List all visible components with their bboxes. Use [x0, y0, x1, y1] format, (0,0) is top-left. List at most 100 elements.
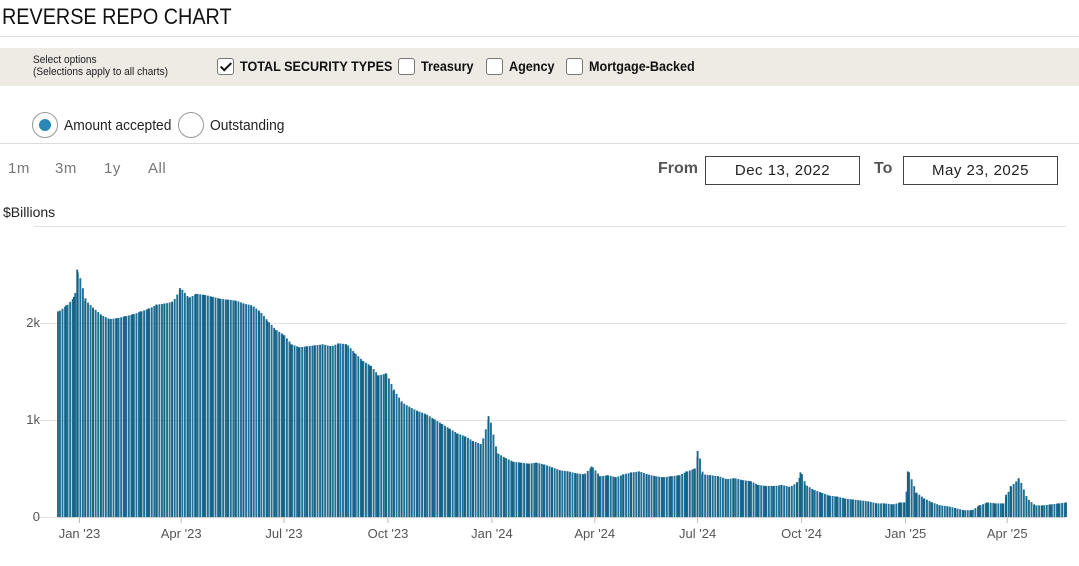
bar [150, 307, 153, 517]
bar [398, 397, 401, 517]
bar [518, 462, 520, 517]
bar-sample [550, 467, 553, 517]
bar [964, 510, 967, 517]
radio-outstanding[interactable]: Outstanding [178, 111, 291, 139]
bar-sample [479, 444, 482, 517]
bar-sample [622, 474, 624, 517]
page-title: REVERSE REPO CHART [2, 4, 232, 29]
from-date-input[interactable]: Dec 13, 2022 [705, 156, 860, 185]
bar [936, 504, 939, 517]
checkbox-empty-icon[interactable] [486, 57, 503, 75]
x-tick-label: Apr '25 [987, 526, 1028, 541]
bar [71, 299, 74, 517]
bar-sample [946, 506, 949, 517]
bar [196, 294, 199, 517]
bar-series[interactable] [57, 269, 1067, 517]
bar [831, 496, 834, 517]
to-date-input[interactable]: May 23, 2025 [903, 156, 1058, 185]
checkbox-mortgage-backed[interactable]: Mortgage-Backed [566, 55, 706, 77]
bar [808, 487, 811, 517]
bar-sample [1001, 503, 1004, 517]
bar [426, 414, 429, 517]
checkbox-checked-icon[interactable] [217, 57, 234, 75]
bar [168, 302, 171, 517]
bar-sample [424, 414, 427, 517]
bar [959, 509, 962, 517]
bar-sample [345, 344, 348, 517]
options-bar: Select options (Selections apply to all … [0, 48, 1079, 86]
bar-sample [131, 314, 134, 517]
bar [841, 497, 844, 517]
bar [428, 416, 431, 517]
bar-sample [898, 502, 901, 517]
bar [971, 509, 974, 517]
bar [671, 476, 673, 517]
checkbox-empty-icon[interactable] [398, 57, 415, 75]
bar [941, 505, 944, 517]
bar [153, 306, 156, 517]
bar [441, 424, 444, 517]
bar [617, 476, 620, 517]
bar-sample [408, 407, 411, 517]
bar [854, 499, 857, 517]
range-button-3m[interactable]: 3m [55, 160, 77, 177]
bar [872, 502, 875, 517]
checkbox-total-security-types[interactable]: TOTAL SECURITY TYPES [217, 55, 409, 77]
bar [370, 365, 372, 517]
bar-sample [891, 504, 893, 517]
radio-amount-accepted[interactable]: Amount accepted [32, 111, 181, 139]
bar [263, 316, 265, 517]
bar [138, 312, 140, 517]
bar [806, 485, 809, 517]
bar [166, 303, 168, 517]
bar [469, 439, 472, 517]
bar [790, 485, 793, 517]
bar [984, 503, 987, 517]
checkbox-agency[interactable]: Agency [486, 55, 560, 77]
bar [357, 356, 360, 517]
bar [444, 425, 446, 517]
bar-sample [202, 294, 205, 517]
range-button-1y[interactable]: 1y [104, 160, 121, 177]
bar [285, 338, 288, 517]
bar [206, 295, 209, 517]
checkbox-treasury[interactable]: Treasury [398, 55, 479, 77]
bar [275, 330, 278, 517]
checkbox-label: TOTAL SECURITY TYPES [240, 58, 393, 74]
bar [826, 494, 829, 517]
bar [438, 422, 441, 517]
bar-sample [780, 484, 783, 517]
bar [451, 430, 454, 517]
checkbox-empty-icon[interactable] [566, 57, 583, 75]
range-button-all[interactable]: All [148, 160, 167, 177]
bar [454, 431, 457, 517]
bar [813, 490, 816, 517]
bar-sample [187, 297, 189, 517]
bar-sample [986, 502, 988, 517]
bar-sample [416, 411, 419, 517]
bar [704, 474, 707, 517]
bar [722, 477, 724, 517]
bar [505, 458, 508, 517]
bar [122, 316, 125, 517]
bar [635, 471, 638, 517]
bar [467, 437, 469, 517]
bar [655, 476, 658, 517]
bar [461, 435, 464, 517]
bar [594, 470, 597, 517]
radio-selected-icon[interactable] [32, 112, 58, 138]
bar [280, 333, 283, 517]
bar [191, 295, 194, 517]
y-tick-label: 2k [26, 315, 40, 330]
bar-sample [978, 505, 980, 517]
bar-sample [701, 474, 704, 517]
bar [576, 473, 579, 517]
bar [632, 472, 635, 517]
bar-sample [266, 321, 268, 517]
bar-sample [305, 346, 308, 517]
radio-unselected-icon[interactable] [178, 112, 204, 138]
range-button-1m[interactable]: 1m [8, 160, 30, 177]
bar-sample [392, 390, 395, 517]
bar [410, 408, 413, 517]
title-divider [0, 36, 1079, 37]
